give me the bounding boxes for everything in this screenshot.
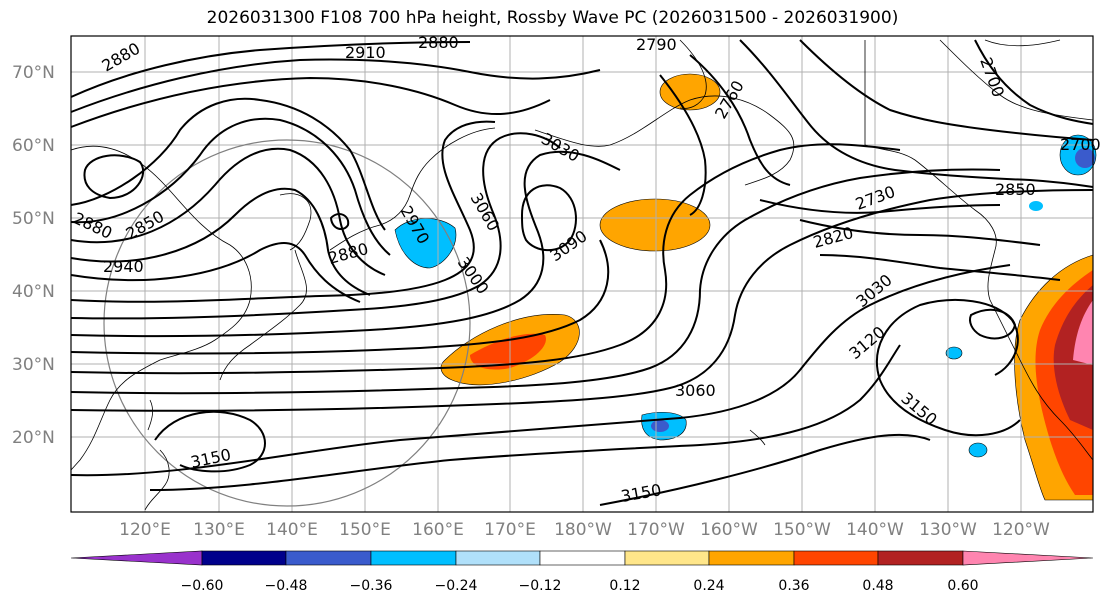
colorbar-swatch bbox=[201, 550, 287, 566]
colorbar-tick-label: −0.48 bbox=[265, 578, 308, 594]
graticule bbox=[71, 36, 1093, 512]
lat-label: 30°N bbox=[12, 355, 55, 375]
colorbar-swatch bbox=[285, 550, 372, 566]
contour-label: 2700 bbox=[1060, 135, 1101, 154]
colorbar-swatch bbox=[708, 550, 795, 566]
lon-label: 160°W bbox=[700, 520, 758, 540]
lon-label: 150°W bbox=[773, 520, 831, 540]
lat-label: 40°N bbox=[12, 282, 55, 302]
lon-label: 170°W bbox=[627, 520, 685, 540]
colorbar-swatch bbox=[455, 550, 541, 566]
lon-label: 170°E bbox=[484, 520, 536, 540]
height-contours bbox=[70, 39, 1094, 506]
contour-label: 2910 bbox=[345, 43, 386, 62]
colorbar-tick-label: 0.12 bbox=[609, 578, 640, 594]
colorbar-tick-label: −0.12 bbox=[519, 578, 562, 594]
colorbar-tick-label: −0.36 bbox=[350, 578, 393, 594]
colorbar-swatch bbox=[70, 550, 203, 566]
lon-label: 120°E bbox=[119, 520, 171, 540]
colorbar-tick-label: 0.36 bbox=[778, 578, 809, 594]
lon-label: 130°E bbox=[193, 520, 245, 540]
colorbar-ticks: −0.60 −0.48 −0.36 −0.24 −0.12 0.12 0.24 … bbox=[181, 578, 979, 594]
coastlines bbox=[70, 39, 1094, 511]
lon-label: 140°E bbox=[266, 520, 318, 540]
colorbar-tick-label: −0.60 bbox=[181, 578, 224, 594]
colorbar-swatch bbox=[539, 550, 626, 566]
lon-label: 160°E bbox=[412, 520, 464, 540]
lon-label: 150°E bbox=[339, 520, 391, 540]
contour-label: 2880 bbox=[418, 33, 459, 52]
colorbar: −0.60 −0.48 −0.36 −0.24 −0.12 0.12 0.24 … bbox=[70, 550, 1094, 594]
reference-circle bbox=[103, 139, 471, 507]
lon-label: 120°W bbox=[992, 520, 1050, 540]
colorbar-swatch bbox=[370, 550, 457, 566]
lon-label: 180°W bbox=[554, 520, 612, 540]
lat-label: 20°N bbox=[12, 428, 55, 448]
lat-label: 70°N bbox=[12, 63, 55, 83]
colorbar-swatches bbox=[70, 550, 1094, 566]
anomaly-shading bbox=[394, 73, 1097, 501]
contour-label: 2940 bbox=[103, 257, 144, 276]
latitude-labels: 70°N 60°N 50°N 40°N 30°N 20°N bbox=[12, 63, 55, 448]
colorbar-tick-label: −0.24 bbox=[435, 578, 478, 594]
lon-label: 130°W bbox=[919, 520, 977, 540]
map-plot-area[interactable]: 2880 2910 2880 2790 2760 2700 2700 2880 … bbox=[70, 33, 1101, 513]
longitude-labels: 120°E 130°E 140°E 150°E 160°E 170°E 180°… bbox=[119, 520, 1050, 540]
colorbar-tick-label: 0.48 bbox=[862, 578, 893, 594]
colorbar-tick-label: 0.24 bbox=[693, 578, 724, 594]
contour-label: 3060 bbox=[675, 381, 716, 400]
colorbar-swatch bbox=[793, 550, 879, 566]
colorbar-swatch bbox=[877, 550, 964, 566]
lat-label: 50°N bbox=[12, 209, 55, 229]
colorbar-tick-label: 0.60 bbox=[947, 578, 978, 594]
contour-label: 2850 bbox=[995, 180, 1036, 199]
colorbar-swatch bbox=[962, 550, 1094, 566]
lon-label: 140°W bbox=[846, 520, 904, 540]
lat-label: 60°N bbox=[12, 136, 55, 156]
contour-label: 2790 bbox=[636, 35, 677, 54]
map-title: 2026031300 F108 700 hPa height, Rossby W… bbox=[206, 8, 899, 28]
colorbar-swatch bbox=[624, 550, 710, 566]
